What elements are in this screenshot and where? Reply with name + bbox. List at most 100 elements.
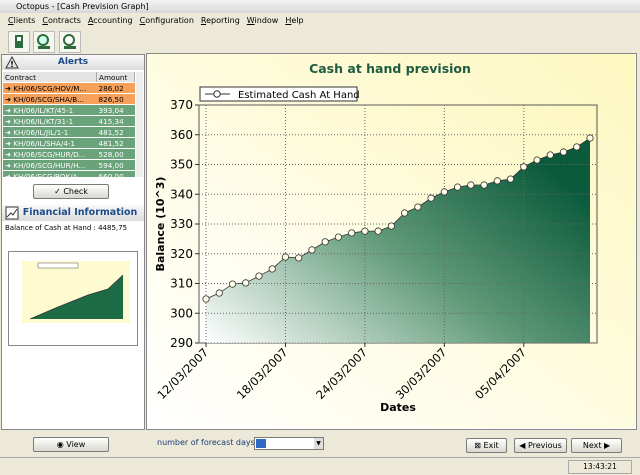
point [401, 209, 409, 217]
column-header: Contract [3, 72, 98, 83]
alert-row[interactable]: ➜ KH/06/SCG/SHA/B... 826,50 [3, 93, 135, 105]
check-label: Check [63, 187, 88, 196]
point [308, 246, 316, 254]
contract-cell: ➜ KH/06/IL/SHA/4-1 [3, 137, 97, 149]
exit-label: Exit [483, 441, 499, 450]
point [520, 163, 528, 171]
legend-label: Estimated Cash At Hand [238, 90, 360, 101]
y-axis-label: Balance (10^3) [154, 177, 167, 272]
chart-title: Cash at hand prevision [309, 61, 471, 76]
contract-cell: ➜ KH/06/IL/KT/31-1 [3, 115, 97, 127]
point [242, 279, 250, 287]
point [361, 227, 369, 235]
amount-cell: 286,02 [96, 82, 135, 94]
alerts-table: Contract Amount ➜ KH/06/SCG/HOV/M... 286,02… [3, 72, 135, 177]
check-button[interactable]: ✓ Check [33, 184, 109, 199]
menu-item[interactable]: Help [285, 16, 304, 25]
point [533, 156, 541, 164]
point [440, 188, 448, 196]
y-tick-label: 360 [170, 128, 193, 142]
alerts-title: Alerts [57, 57, 89, 67]
alerts-header: ! Alerts [2, 55, 144, 70]
window-title: Octopus - [Cash Prevision Graph] [0, 0, 640, 13]
contract-cell: ➜ KH/06/SCG/BOK/A... [3, 170, 97, 177]
menu-item[interactable]: Clients [8, 16, 36, 25]
menu-item[interactable]: Accounting [87, 16, 133, 25]
toolbar-button[interactable] [33, 31, 55, 53]
amount-cell: 660,00 [96, 170, 135, 177]
previous-button[interactable]: ◀ Previous [514, 438, 567, 453]
point [573, 143, 581, 151]
status-bar: 13:43:21 [0, 457, 640, 475]
contract-cell: ➜ KH/06/IL/JIL/1-1 [3, 126, 97, 138]
alert-row[interactable]: ➜ KH/06/SCG/HOV/M... 286,02 [3, 82, 135, 94]
point [427, 194, 435, 202]
left-panel: ! Alerts Contract Amount ➜ KH/06/SCG/HOV/M… [1, 54, 145, 452]
point [255, 272, 263, 280]
area [206, 138, 590, 343]
point [228, 280, 237, 288]
amount-cell: 481,52 [96, 137, 135, 149]
financial-header: Financial Information [2, 205, 144, 221]
point [467, 181, 475, 189]
contract-cell: ➜ KH/06/IL/KT/45-1 [3, 104, 97, 116]
amount-cell: 594,00 [96, 159, 135, 171]
svg-text:!: ! [10, 60, 14, 69]
view-button[interactable]: ◉ View [33, 437, 109, 452]
point [559, 148, 568, 156]
point [334, 233, 343, 241]
amount-cell: 528,00 [96, 148, 135, 160]
point [480, 181, 488, 189]
alert-row[interactable]: ➜ KH/06/IL/KT/31-1 415,34 [3, 115, 135, 127]
column-header: Amount [96, 72, 135, 83]
x-axis-label: Dates [380, 401, 416, 414]
point [295, 254, 303, 262]
legend-marker [213, 90, 221, 98]
y-tick-label: 350 [170, 158, 193, 172]
forecast-combo[interactable]: ▼ [254, 437, 324, 450]
alert-row[interactable]: ➜ KH/06/SCG/BOK/A... 660,00 [3, 170, 135, 177]
contract-cell: ➜ KH/06/SCG/HUR/D... [3, 148, 97, 160]
alert-row[interactable]: ➜ KH/06/SCG/HUR/H... 594,00 [3, 159, 135, 171]
point [414, 203, 422, 211]
scrollbar [136, 72, 143, 177]
y-tick-label: 330 [170, 217, 193, 231]
toolbar-button[interactable] [8, 31, 30, 53]
alert-row[interactable]: ➜ KH/06/IL/KT/45-1 393,04 [3, 104, 135, 116]
point [268, 265, 276, 273]
menu-item[interactable]: Contracts [42, 16, 81, 25]
amount-cell: 481,52 [96, 126, 135, 138]
point [586, 134, 594, 142]
contract-cell: ➜ KH/06/SCG/HOV/M... [3, 82, 97, 94]
contract-cell: ➜ KH/06/SCG/SHA/B... [3, 93, 97, 105]
chart: Cash at hand prevision Dates Balance (10… [147, 54, 635, 428]
amount-cell: 826,50 [96, 93, 135, 105]
alert-row[interactable]: ➜ KH/06/IL/SHA/4-1 481,52 [3, 137, 135, 149]
alert-row[interactable]: ➜ KH/06/IL/JIL/1-1 481,52 [3, 126, 135, 138]
point [453, 183, 462, 191]
y-tick-label: 340 [170, 187, 193, 201]
point [281, 253, 290, 261]
contract-cell: ➜ KH/06/SCG/HUR/H... [3, 159, 97, 171]
exit-button[interactable]: ⊠ Exit [466, 438, 507, 453]
forecast-label: number of forecast days: [157, 438, 258, 447]
chart-thumbnail [8, 251, 138, 346]
point [374, 227, 382, 235]
point [215, 289, 223, 297]
menu-item[interactable]: Window [246, 16, 279, 25]
next-button[interactable]: Next ▶ [571, 438, 622, 453]
point [348, 229, 356, 237]
view-label: View [66, 440, 86, 449]
balance-text: Balance of Cash at Hand : 4485,75 [5, 224, 128, 232]
amount-cell: 415,34 [96, 115, 135, 127]
next-label: Next [582, 441, 602, 450]
alert-row[interactable]: ➜ KH/06/SCG/HUR/D... 528,00 [3, 148, 135, 160]
y-tick-label: 290 [170, 336, 193, 350]
amount-cell: 393,04 [96, 104, 135, 116]
legend-box [199, 86, 358, 102]
menu-item[interactable]: Configuration [139, 16, 194, 25]
menu-bar: Clients Contracts Accounting Configuration R… [0, 14, 640, 28]
previous-label: Previous [527, 441, 562, 450]
toolbar-button[interactable] [59, 31, 81, 53]
menu-item[interactable]: Reporting [200, 16, 240, 25]
